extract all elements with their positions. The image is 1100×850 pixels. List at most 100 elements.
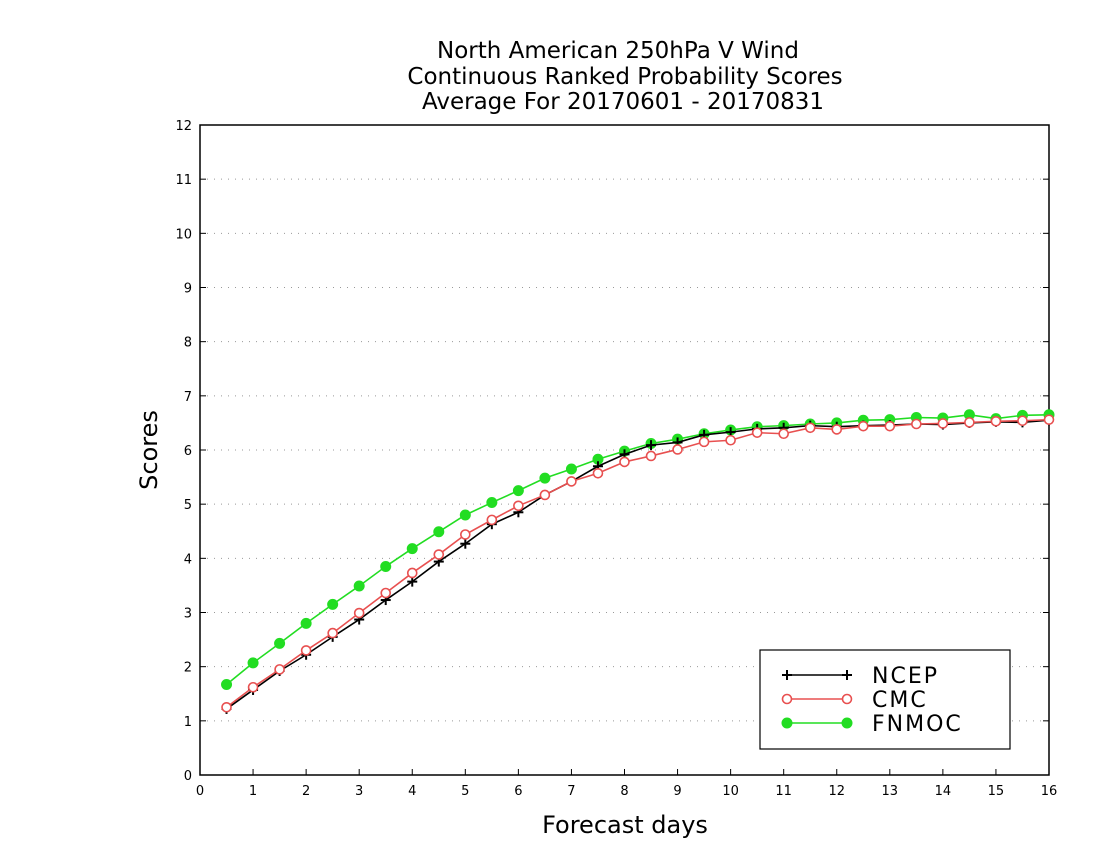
- point-fnmoc-1: [247, 657, 259, 669]
- point-cmc-22: [804, 422, 816, 434]
- y-tick-label-5: 5: [184, 498, 192, 513]
- legend-marker-end-fnmoc: [841, 717, 853, 729]
- x-tick-label-13: 13: [882, 784, 899, 799]
- y-tick-label-3: 3: [184, 607, 192, 622]
- point-cmc-21: [778, 428, 789, 440]
- x-tick-label-1: 1: [249, 784, 257, 799]
- y-tick-label-10: 10: [175, 227, 192, 242]
- point-ncep-9: [460, 538, 471, 549]
- point-cmc-1: [247, 681, 259, 693]
- point-cmc-0: [221, 701, 232, 713]
- series-cmc: [221, 414, 1055, 713]
- point-cmc-24: [857, 420, 869, 432]
- x-tick-label-9: 9: [673, 784, 681, 799]
- chart-title-line-3: Average For 20170601 - 20170831: [422, 89, 824, 115]
- legend-item-ncep: NCEP: [782, 664, 939, 689]
- point-fnmoc-5: [353, 580, 365, 592]
- y-tick-label-11: 11: [175, 173, 192, 188]
- point-cmc-16: [645, 450, 657, 462]
- point-cmc-9: [460, 529, 471, 540]
- y-tick-label-8: 8: [184, 336, 192, 351]
- chart-title-line-2: Continuous Ranked Probability Scores: [407, 64, 842, 90]
- legend-marker-start-cmc: [781, 693, 793, 705]
- point-cmc-30: [1017, 415, 1028, 427]
- y-tick-label-4: 4: [184, 552, 192, 567]
- x-tick-label-8: 8: [620, 784, 628, 799]
- y-tick-label-9: 9: [184, 282, 192, 297]
- point-fnmoc-12: [539, 472, 551, 484]
- x-tick-label-7: 7: [567, 784, 575, 799]
- y-tick-label-12: 12: [175, 119, 192, 134]
- point-fnmoc-8: [433, 526, 445, 538]
- point-cmc-5: [353, 607, 365, 619]
- point-cmc-8: [433, 549, 445, 560]
- point-fnmoc-7: [406, 543, 418, 555]
- chart-title: North American 250hPa V Wind Continuous …: [407, 38, 842, 115]
- point-fnmoc-13: [565, 463, 577, 475]
- point-cmc-28: [964, 417, 975, 428]
- point-fnmoc-9: [459, 509, 471, 521]
- x-tick-label-15: 15: [988, 784, 1005, 799]
- point-cmc-17: [672, 444, 683, 455]
- point-cmc-14: [592, 467, 604, 479]
- point-cmc-7: [406, 567, 418, 579]
- point-cmc-19: [725, 434, 736, 446]
- legend-item-cmc: CMC: [781, 688, 926, 713]
- point-cmc-31: [1043, 414, 1055, 425]
- y-tick-label-7: 7: [184, 390, 192, 405]
- point-cmc-6: [380, 587, 392, 599]
- point-fnmoc-6: [380, 560, 392, 572]
- y-tick-label-6: 6: [184, 444, 192, 459]
- y-tick-label-0: 0: [184, 769, 192, 784]
- point-cmc-11: [513, 500, 524, 512]
- point-cmc-3: [300, 645, 312, 656]
- point-cmc-25: [884, 420, 896, 432]
- y-tick-label-1: 1: [184, 715, 192, 730]
- point-cmc-12: [539, 489, 551, 501]
- y-tick-label-2: 2: [184, 661, 192, 676]
- series-fnmoc: [221, 409, 1055, 691]
- point-ncep-16: [646, 440, 657, 451]
- legend-marker-end-cmc: [841, 693, 853, 705]
- x-tick-label-5: 5: [461, 784, 469, 799]
- axes: [199, 124, 1050, 776]
- x-tick-label-16: 16: [1041, 784, 1058, 799]
- point-fnmoc-11: [512, 485, 524, 497]
- x-tick-label-3: 3: [355, 784, 363, 799]
- x-tick-label-12: 12: [828, 784, 845, 799]
- point-cmc-4: [327, 627, 338, 639]
- point-ncep-7: [407, 576, 418, 587]
- y-axis-label: Scores: [135, 410, 163, 490]
- point-cmc-2: [274, 664, 285, 675]
- point-cmc-29: [990, 415, 1002, 427]
- legend-marker-end-ncep: [842, 670, 852, 680]
- legend-item-fnmoc: FNMOC: [781, 712, 963, 737]
- point-fnmoc-3: [300, 617, 312, 629]
- point-fnmoc-10: [486, 497, 498, 509]
- point-cmc-10: [486, 514, 498, 526]
- point-fnmoc-2: [274, 637, 286, 649]
- point-cmc-13: [566, 476, 577, 487]
- x-tick-label-0: 0: [196, 784, 204, 799]
- x-tick-label-6: 6: [514, 784, 522, 799]
- data-series: [221, 409, 1055, 714]
- point-cmc-26: [911, 418, 922, 430]
- legend-label-fnmoc: FNMOC: [872, 712, 963, 737]
- chart-title-line-1: North American 250hPa V Wind: [437, 38, 799, 64]
- point-cmc-27: [937, 418, 949, 429]
- legend-label-ncep: NCEP: [872, 664, 939, 689]
- x-axis-label: Forecast days: [542, 811, 708, 839]
- x-tick-label-10: 10: [722, 784, 739, 799]
- x-tick-label-11: 11: [775, 784, 792, 799]
- point-fnmoc-4: [327, 598, 339, 610]
- point-cmc-20: [751, 427, 763, 438]
- series-line-fnmoc: [226, 413, 1050, 686]
- x-tick-label-14: 14: [935, 784, 952, 799]
- point-cmc-18: [698, 436, 710, 448]
- x-tick-label-4: 4: [408, 784, 416, 799]
- legend-marker-start-ncep: [782, 670, 792, 680]
- point-fnmoc-0: [221, 679, 233, 691]
